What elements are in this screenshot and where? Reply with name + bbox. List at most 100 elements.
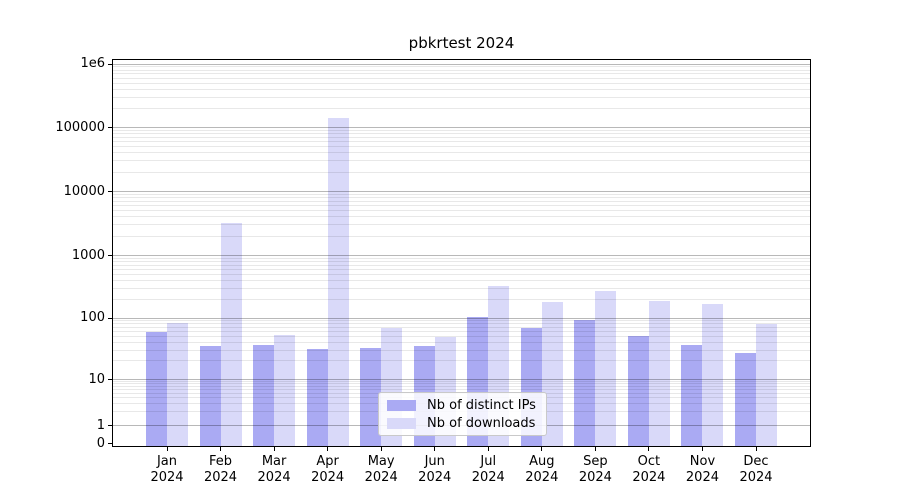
gridline-minor [113, 107, 810, 109]
x-tick-mark [755, 447, 757, 451]
gridline-minor [113, 268, 810, 270]
bar-ips-apr [306, 349, 328, 446]
gridline-minor [113, 66, 810, 68]
gridline-minor [113, 152, 810, 154]
gridline-minor [113, 287, 810, 289]
x-tick-label-sep: Sep 2024 [578, 454, 612, 486]
bar-downloads-oct [648, 300, 670, 446]
gridline-minor [113, 129, 810, 131]
bar-ips-nov [681, 345, 703, 446]
gridline-minor [113, 171, 810, 173]
x-tick-mark [541, 447, 543, 451]
y-tick-label-100: 100 [80, 310, 105, 325]
bar-ips-oct [627, 335, 649, 446]
gridline-minor [113, 200, 810, 202]
bar-downloads-sep [595, 290, 617, 446]
gridline-major [113, 191, 810, 192]
y-tick-label-10: 10 [88, 371, 105, 387]
x-tick-label-oct: Oct 2024 [632, 454, 666, 486]
bar-downloads-dec [756, 323, 777, 446]
bar-downloads-jan [167, 322, 188, 446]
gridline-major [113, 127, 810, 128]
legend: Nb of distinct IPs Nb of downloads [378, 392, 547, 436]
x-tick-label-nov: Nov 2024 [685, 454, 719, 486]
gridline-minor [113, 224, 810, 226]
x-tick-label-may: May 2024 [364, 454, 398, 486]
x-tick-label-jan: Jan 2024 [150, 454, 184, 486]
legend-item-downloads: Nb of downloads [387, 416, 538, 431]
y-tick-label-1e6: 1e6 [80, 56, 105, 71]
y-tick-mark [108, 191, 113, 192]
gridline-minor [113, 96, 810, 98]
bar-ips-jan [146, 331, 167, 446]
x-tick-mark [273, 447, 275, 451]
x-tick-label-mar: Mar 2024 [257, 454, 291, 486]
legend-item-distinct-ips: Nb of distinct IPs [387, 398, 538, 413]
gridline-major [113, 255, 810, 256]
bar-downloads-nov [702, 303, 724, 446]
gridline-minor [113, 257, 810, 259]
plot-area [112, 59, 811, 447]
x-tick-label-aug: Aug 2024 [525, 454, 559, 486]
legend-label-downloads: Nb of downloads [427, 415, 536, 431]
bar-ips-dec [735, 352, 756, 446]
x-tick-mark [594, 447, 596, 451]
chart-title: pbkrtest 2024 [408, 34, 515, 52]
y-tick-mark [108, 443, 113, 444]
gridline-minor [113, 193, 810, 195]
gridline-minor [113, 279, 810, 281]
gridline-minor [113, 210, 810, 212]
x-tick-mark [648, 447, 650, 451]
bar-downloads-feb [220, 223, 242, 446]
gridline-minor [113, 69, 810, 71]
legend-label-distinct-ips: Nb of distinct IPs [427, 397, 536, 413]
y-tick-label-1: 1 [96, 417, 105, 433]
x-tick-mark [220, 447, 222, 451]
x-tick-mark [487, 447, 489, 451]
x-tick-label-apr: Apr 2024 [311, 454, 345, 486]
x-tick-label-jul: Jul 2024 [471, 454, 505, 486]
gridline-minor [113, 73, 810, 75]
y-tick-label-10000: 10000 [63, 183, 105, 199]
bar-downloads-mar [274, 334, 296, 446]
y-tick-mark [108, 425, 113, 426]
gridline-minor [113, 133, 810, 135]
gridline-minor [113, 146, 810, 148]
x-tick-mark [166, 447, 168, 451]
gridline-minor [113, 77, 810, 79]
x-tick-mark [701, 447, 703, 451]
x-tick-label-feb: Feb 2024 [203, 454, 238, 486]
legend-swatch-distinct-ips [387, 399, 416, 411]
x-tick-label-dec: Dec 2024 [739, 454, 773, 486]
bar-ips-feb [199, 346, 221, 446]
bar-downloads-aug [541, 301, 563, 446]
gridline-minor [113, 141, 810, 143]
gridline-minor [113, 205, 810, 207]
gridline-major [113, 63, 810, 65]
gridline-minor [113, 216, 810, 218]
x-tick-label-jun: Jun 2024 [418, 454, 452, 486]
gridline-minor [113, 160, 810, 162]
gridline-minor [113, 197, 810, 199]
y-tick-mark [108, 63, 113, 65]
legend-swatch-downloads [387, 417, 416, 429]
gridline-minor [113, 298, 810, 300]
bar-ips-may [360, 348, 382, 446]
y-tick-mark [108, 127, 113, 128]
gridline-minor [113, 136, 810, 138]
x-tick-mark [434, 447, 436, 451]
gridline-minor [113, 261, 810, 263]
gridline-minor [113, 82, 810, 84]
gridline-minor [113, 235, 810, 237]
y-tick-label-100000: 100000 [55, 119, 105, 135]
x-tick-mark [380, 447, 382, 451]
gridline-minor [113, 273, 810, 275]
x-tick-mark [327, 447, 329, 451]
bar-ips-sep [574, 319, 596, 446]
y-tick-mark [108, 317, 113, 319]
y-tick-mark [108, 379, 113, 380]
y-tick-mark [108, 255, 113, 256]
bar-ips-mar [253, 345, 275, 446]
y-tick-label-0: 0 [96, 435, 105, 451]
